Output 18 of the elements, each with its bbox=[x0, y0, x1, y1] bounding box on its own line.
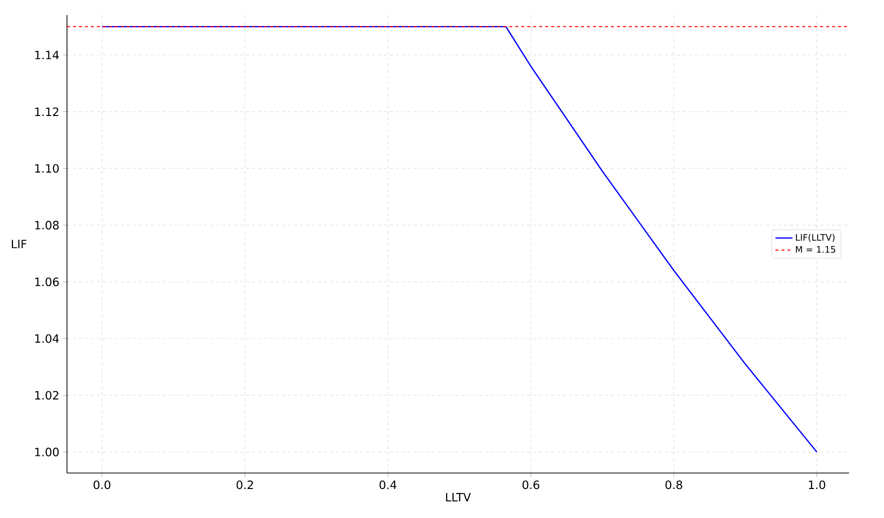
legend-label: M = 1.15 bbox=[796, 246, 836, 253]
y-tick-label: 1.10 bbox=[35, 164, 59, 173]
y-tick-label: 1.04 bbox=[35, 334, 59, 343]
y-tick-label: 1.06 bbox=[35, 278, 59, 286]
y-tick-label: 1.02 bbox=[35, 390, 58, 400]
y-tick-label: 1.08 bbox=[35, 220, 59, 230]
y-tick-label: 1.00 bbox=[35, 448, 59, 456]
x-tick-label: 1.0 bbox=[808, 480, 826, 490]
x-axis-title: LLTV bbox=[446, 493, 471, 502]
legend-label: LIF(LLTV) bbox=[796, 234, 834, 242]
x-tick-label: 0.2 bbox=[236, 480, 253, 490]
y-tick-label: 1.14 bbox=[35, 50, 59, 60]
x-tick-label: 0.8 bbox=[665, 480, 682, 490]
x-tick-label: 0.6 bbox=[522, 480, 540, 490]
y-tick-label: 1.12 bbox=[35, 107, 58, 116]
x-tick-label: 0.4 bbox=[380, 480, 396, 490]
x-tick-label: 0.0 bbox=[94, 480, 110, 490]
y-axis-title: LIF bbox=[12, 240, 26, 248]
